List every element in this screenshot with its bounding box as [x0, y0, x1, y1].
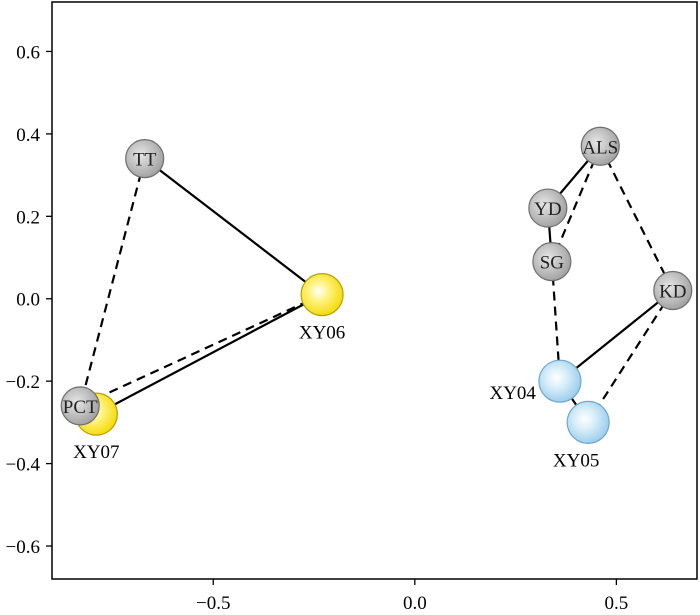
link-als-sg: [550, 145, 602, 263]
point-label-pct: PCT: [63, 397, 98, 418]
point-label-als: ALS: [582, 137, 618, 158]
y-tick-label: 0.0: [16, 290, 40, 311]
point-xy06: [300, 273, 344, 317]
point-yd: [528, 188, 568, 228]
point-xy04: [538, 359, 582, 403]
point-tt: [125, 139, 165, 179]
nodes-layer: XY06 XY07 XY04 XY05 TT PCT ALS YD SG KD: [60, 126, 693, 471]
x-tick-label: −0.5: [196, 593, 230, 614]
x-tick-label: 0.0: [403, 593, 427, 614]
y-axis: 0.6 0.4 0.2 0.0 −0.2 −0.4 −0.6: [6, 42, 52, 558]
point-label-sg: SG: [540, 253, 565, 274]
link-kd-xy05: [587, 289, 674, 423]
point-xy05: [566, 400, 610, 444]
x-tick-label: 0.5: [605, 593, 629, 614]
y-tick-label: 0.4: [16, 125, 40, 146]
point-label-yd: YD: [534, 199, 561, 220]
link-xy06-pct: [79, 293, 323, 407]
point-kd: [653, 270, 693, 311]
plot-frame: [51, 1, 698, 580]
point-label-xy05: XY05: [553, 450, 599, 471]
y-tick-label: −0.4: [6, 455, 41, 476]
point-pct: [60, 386, 100, 426]
link-xy06-xy07: [95, 293, 323, 416]
point-label-xy04: XY04: [489, 383, 536, 404]
point-label-xy07: XY07: [73, 442, 119, 463]
link-sg-xy04: [550, 261, 562, 382]
y-tick-label: −0.6: [6, 537, 40, 558]
y-tick-label: 0.6: [16, 42, 40, 63]
link-als-kd: [599, 145, 674, 291]
link-kd-xy04: [559, 289, 674, 383]
point-als: [580, 126, 620, 166]
point-sg: [532, 242, 572, 282]
y-tick-label: 0.2: [16, 207, 40, 228]
link-tt-pct: [79, 158, 146, 407]
point-label-tt: TT: [133, 150, 157, 171]
y-tick-label: −0.2: [6, 372, 40, 393]
point-label-xy06: XY06: [299, 323, 345, 344]
x-axis: −0.5 0.0 0.5: [196, 579, 628, 614]
links-layer: [79, 145, 674, 424]
point-label-kd: KD: [659, 282, 686, 303]
link-tt-xy06: [144, 157, 323, 296]
